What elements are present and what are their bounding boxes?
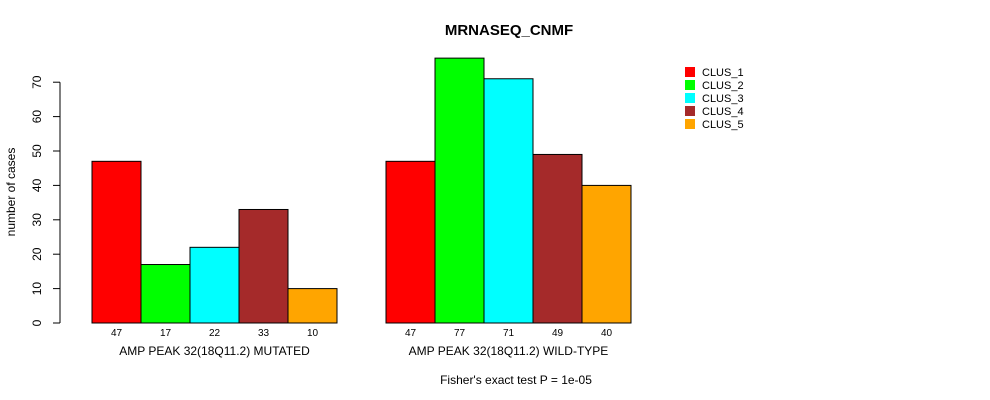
fisher-test-note: Fisher's exact test P = 1e-05 (440, 373, 592, 387)
bar-mutated-clus-5 (287, 288, 338, 324)
bar-mutated-clus-4 (238, 208, 289, 324)
bar-count-label: 49 (552, 328, 564, 339)
legend-label: CLUS_3 (702, 93, 744, 105)
y-tick-label: 0 (30, 319, 44, 326)
bars (91, 57, 632, 324)
bar-wild-type-clus-3 (483, 78, 534, 324)
count-labels: 47 17 22 33 10 47 77 71 49 40 (111, 328, 613, 339)
bar-count-label: 10 (307, 328, 319, 339)
legend-swatch-clus-2 (685, 80, 695, 90)
y-tick-label: 20 (30, 247, 44, 261)
bar-wild-type-clus-1 (385, 160, 436, 324)
y-tick-label: 50 (30, 144, 44, 158)
legend-swatch-clus-4 (685, 106, 695, 116)
y-axis-label: number of cases (4, 148, 18, 237)
chart-title: MRNASEQ_CNMF (445, 22, 573, 39)
y-tick-label: 60 (30, 110, 44, 124)
bar-count-label: 47 (405, 328, 417, 339)
legend-label: CLUS_4 (702, 106, 744, 118)
legend-swatch-clus-1 (685, 67, 695, 77)
group-label: AMP PEAK 32(18Q11.2) MUTATED (119, 344, 310, 358)
bar-count-label: 71 (503, 328, 515, 339)
legend-label: CLUS_1 (702, 67, 744, 79)
legend-swatch-clus-3 (685, 93, 695, 103)
bar-wild-type-clus-4 (532, 153, 583, 324)
bar-wild-type-clus-2 (434, 57, 485, 324)
bar-mutated-clus-2 (140, 264, 191, 324)
bar-mutated-clus-1 (91, 160, 142, 324)
legend-label: CLUS_2 (702, 80, 744, 92)
y-tick-label: 10 (30, 282, 44, 296)
y-tick-label: 40 (30, 178, 44, 192)
bar-wild-type-clus-5 (581, 184, 632, 324)
group-labels: AMP PEAK 32(18Q11.2) MUTATED AMP PEAK 32(… (119, 344, 608, 358)
bar-count-label: 40 (601, 328, 613, 339)
bar-mutated-clus-3 (189, 246, 240, 324)
legend-swatch-clus-5 (685, 119, 695, 129)
bar-count-label: 77 (454, 328, 466, 339)
legend-label: CLUS_5 (702, 119, 744, 131)
y-tick-label: 30 (30, 213, 44, 227)
bar-count-label: 17 (160, 328, 172, 339)
bar-count-label: 22 (209, 328, 221, 339)
bar-count-label: 47 (111, 328, 123, 339)
y-tick-label: 70 (30, 75, 44, 89)
bar-count-label: 33 (258, 328, 270, 339)
group-label: AMP PEAK 32(18Q11.2) WILD-TYPE (409, 344, 609, 358)
y-axis: 0 10 20 30 40 50 60 70 (30, 75, 61, 326)
